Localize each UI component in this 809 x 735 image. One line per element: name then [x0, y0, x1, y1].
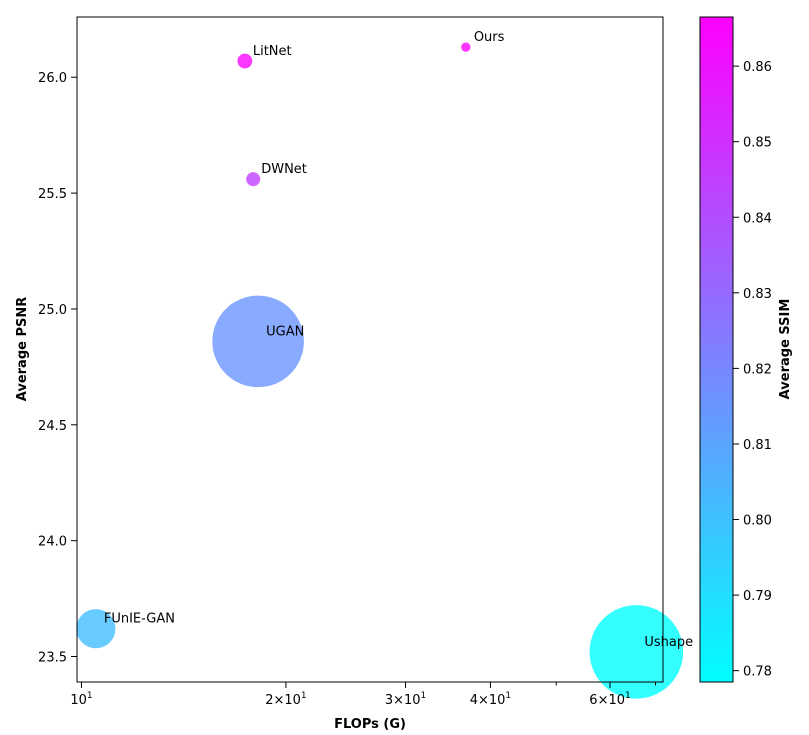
- y-tick-label: 24.0: [38, 535, 67, 550]
- point-label-ours: Ours: [474, 30, 505, 45]
- y-tick-label: 25.5: [38, 187, 67, 202]
- colorbar-tick-label: 0.79: [743, 589, 772, 604]
- point-label-ushape: Ushape: [644, 635, 693, 650]
- y-tick-label: 25.0: [38, 303, 67, 318]
- colorbar-tick-label: 0.85: [743, 136, 772, 151]
- colorbar-tick-label: 0.83: [743, 287, 772, 302]
- colorbar-tick-label: 0.84: [743, 211, 772, 226]
- x-tick-label: 2×101: [265, 691, 306, 708]
- y-axis-label: Average PSNR: [15, 297, 30, 402]
- point-ours: [461, 42, 471, 52]
- point-label-dwnet: DWNet: [261, 162, 307, 177]
- x-axis-ticks: 101 2×101 3×101 4×101 6×101: [70, 682, 657, 708]
- colorbar-tick-label: 0.81: [743, 438, 772, 453]
- point-ugan: [212, 295, 304, 388]
- point-funie-gan: [76, 609, 116, 649]
- colorbar-tick-label: 0.78: [743, 665, 772, 680]
- colorbar-tick-label: 0.82: [743, 362, 772, 377]
- x-tick-label: 6×101: [589, 691, 630, 708]
- point-label-funie-gan: FUnIE-GAN: [104, 612, 175, 627]
- point-ushape: [589, 605, 684, 699]
- colorbar-ticks: 0.78 0.79 0.80 0.81 0.82 0.83 0.84 0.85 0.86: [733, 60, 772, 680]
- point-labels: Ours LitNet DWNet UGAN FUnIE-GAN Ushape: [104, 30, 693, 650]
- y-tick-label: 23.5: [38, 651, 67, 666]
- x-tick-label: 3×101: [385, 691, 426, 708]
- colorbar-tick-label: 0.86: [743, 60, 772, 75]
- point-label-litnet: LitNet: [253, 44, 292, 59]
- points-layer: [76, 42, 684, 699]
- point-label-ugan: UGAN: [266, 324, 304, 339]
- point-litnet: [237, 53, 253, 69]
- colorbar-gradient: [699, 16, 734, 683]
- plot-frame: [76, 16, 664, 683]
- x-tick-label: 101: [70, 691, 92, 708]
- y-axis-ticks: 23.5 24.0 24.5 25.0 25.5 26.0: [38, 71, 77, 666]
- colorbar-tick-label: 0.80: [743, 514, 772, 529]
- point-dwnet: [246, 172, 261, 187]
- y-tick-label: 24.5: [38, 419, 67, 434]
- x-axis-label: FLOPs (G): [334, 717, 406, 732]
- colorbar-label: Average SSIM: [778, 299, 793, 400]
- colorbar: 0.78 0.79 0.80 0.81 0.82 0.83 0.84 0.85 0.86 Ave…: [699, 16, 793, 683]
- y-tick-label: 26.0: [38, 71, 67, 86]
- x-tick-label: 4×101: [470, 691, 511, 708]
